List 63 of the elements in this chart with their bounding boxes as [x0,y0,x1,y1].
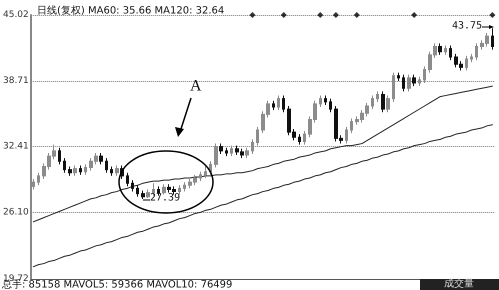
candlestick [423,66,426,84]
candlestick [371,95,374,110]
candlestick [475,42,478,61]
candlestick [418,76,421,87]
y-tick-label: 26.10 [3,207,30,218]
candlestick [392,72,395,102]
candlestick [225,147,228,157]
candlestick [329,98,332,113]
candlestick [256,126,259,146]
candlestick [219,143,223,154]
candlestick [272,100,275,111]
candlestick [204,166,207,178]
candlestick [230,145,233,157]
candlestick [79,164,82,176]
candlestick [251,138,254,154]
candlestick [345,126,348,144]
candlestick [110,166,113,176]
candlestick [386,95,390,113]
y-tick-label: 45.02 [3,10,29,20]
candlestick [105,158,108,174]
y-tick-label: 32.41 [3,142,29,152]
candlestick [376,90,379,102]
candlestick [178,184,181,196]
candlestick [407,74,411,92]
annotation: 27.39 [150,192,180,204]
candlestick [126,172,129,187]
candlestick [277,95,280,111]
candlestick [84,164,87,176]
candlestick [131,180,134,192]
annotation: 成交量 [444,278,474,290]
candlestick [324,95,327,106]
line-series [32,124,493,268]
candlestick [397,72,400,82]
candlestick [199,171,202,182]
chart-title: 日线(复权) MA60: 35.66 MA120: 32.64 [37,4,224,16]
candlestick [245,147,249,159]
annotation: A [190,78,202,94]
candlestick [412,74,416,87]
candlestick [449,44,452,61]
candlestick [183,182,186,192]
y-tick-label: 38.71 [3,76,29,86]
candlestick [350,118,353,134]
candlestick [402,74,405,92]
candlestick [282,95,285,113]
candlestick [470,53,473,63]
candlestick [214,143,218,168]
candlestick [136,184,139,198]
candlestick [37,172,40,186]
candlestick [68,166,72,176]
candlestick [141,190,145,200]
candlestick [73,164,77,176]
candlestick [319,95,322,108]
candlestick [303,130,306,146]
candlestick [444,44,447,56]
annotation: 43.75 [452,20,482,32]
candlestick [438,42,442,56]
candlestick [381,90,385,113]
candlestick [298,134,301,146]
candlestick [58,147,61,165]
candlestick [63,158,66,174]
candlestick [115,164,119,176]
candlestick [99,152,103,165]
candlestick [465,55,468,72]
